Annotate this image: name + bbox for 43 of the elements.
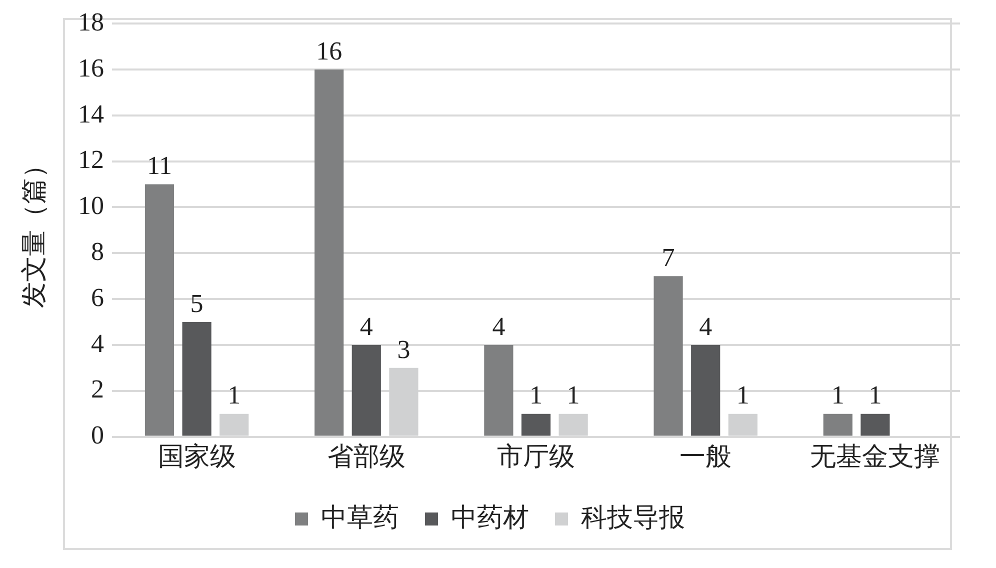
bar (484, 344, 514, 436)
data-label: 1 (736, 380, 750, 410)
bar (521, 414, 551, 436)
legend-label: 科技导报 (581, 502, 685, 532)
bar (144, 184, 174, 436)
legend-label: 中药材 (451, 502, 529, 532)
data-label: 3 (397, 334, 410, 364)
data-label: 1 (530, 380, 542, 410)
data-label: 1 (228, 380, 241, 410)
data-label: 1 (566, 380, 580, 410)
bar (823, 414, 852, 436)
bar (352, 344, 381, 436)
data-label: 5 (190, 288, 204, 318)
y-tick-label: 2 (91, 374, 104, 404)
data-label: 1 (831, 380, 844, 410)
y-tick-label: 12 (78, 145, 104, 174)
bar (182, 322, 212, 436)
bar (691, 344, 720, 436)
x-tick-label: 一般 (680, 442, 732, 472)
data-label: 16 (316, 36, 342, 66)
y-tick-label: 18 (78, 7, 104, 36)
data-label: 4 (699, 312, 712, 341)
data-label: 1 (868, 380, 882, 410)
x-tick-label: 省部级 (327, 442, 406, 472)
data-label: 4 (492, 312, 506, 341)
bar (654, 276, 683, 436)
y-tick-label: 4 (91, 328, 104, 358)
bar (314, 70, 344, 436)
legend-label: 中草药 (321, 502, 399, 532)
y-tick-label: 10 (78, 191, 104, 220)
y-tick-label: 14 (78, 99, 104, 128)
data-label: 4 (360, 312, 373, 341)
y-axis-title: 发文量（篇） (19, 152, 48, 308)
data-label: 7 (662, 242, 675, 272)
x-tick-label: 无基金支撑 (810, 442, 940, 472)
y-tick-label: 8 (91, 236, 104, 266)
y-tick-label: 6 (91, 282, 104, 312)
bar (860, 414, 890, 436)
data-label: 11 (146, 151, 172, 180)
x-tick-label: 国家级 (158, 442, 236, 472)
y-tick-label: 0 (91, 420, 104, 450)
x-tick-label: 市厅级 (497, 442, 575, 472)
y-tick-label: 16 (78, 53, 104, 82)
